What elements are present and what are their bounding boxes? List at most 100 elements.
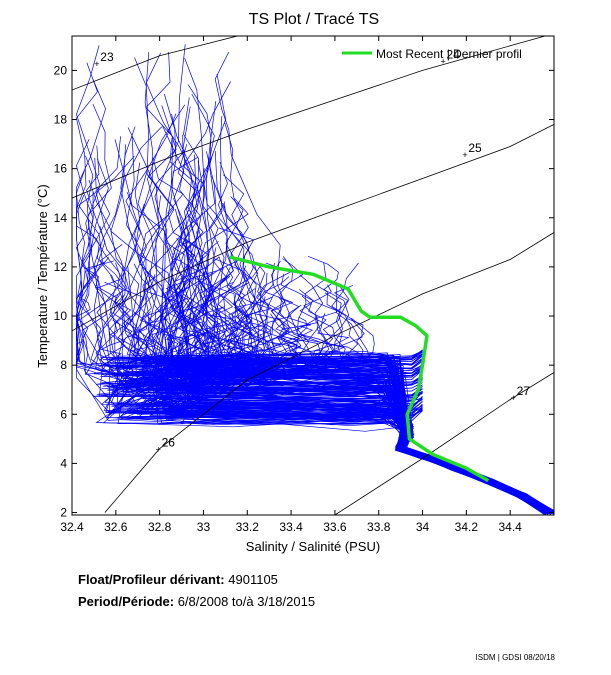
y-tick-label: 4 — [60, 456, 67, 470]
profile-line — [144, 260, 553, 513]
contour-label: 25 — [468, 141, 482, 155]
density-contours: +23 +24+ 25+ 26+ 27 — [72, 36, 554, 515]
y-tick-label: 16 — [54, 162, 68, 176]
period-label: Period/Période: — [78, 594, 175, 609]
profile-line — [117, 401, 423, 412]
profile-line — [103, 104, 548, 513]
profile-line — [148, 374, 423, 386]
profile-line — [95, 136, 550, 513]
float-label: Float/Profileur dérivant: — [78, 572, 225, 587]
x-tick-label: 32.6 — [104, 520, 128, 534]
profile-line — [133, 97, 549, 513]
y-tick-label: 20 — [54, 63, 68, 77]
profile-line — [129, 240, 551, 513]
chart-title: TS Plot / Tracé TS — [249, 11, 379, 28]
profile-line — [76, 145, 547, 513]
legend: Most Recent | Dernier profil — [342, 47, 522, 61]
contour-label: 23 — [100, 50, 114, 64]
most-recent-profile-line — [229, 255, 490, 483]
profile-line — [156, 403, 423, 416]
profile-line — [112, 153, 554, 512]
x-tick-label: 34.2 — [455, 520, 479, 534]
y-tick-label: 14 — [54, 211, 68, 225]
profile-line — [114, 168, 546, 514]
contour-label-mark: + — [156, 445, 161, 455]
contour-label-mark: + — [511, 393, 516, 403]
x-axis-label: Salinity / Salinité (PSU) — [246, 539, 380, 554]
profile-line — [157, 380, 423, 391]
profile-line — [100, 349, 423, 359]
y-tick-label: 2 — [60, 506, 67, 520]
profile-line — [160, 368, 423, 379]
profile-line — [162, 364, 423, 374]
contour-label-mark: + — [440, 57, 445, 67]
profile-line — [114, 238, 551, 514]
profile-line — [179, 57, 551, 513]
float-info: Float/Profileur dérivant: 4901105 — [78, 572, 278, 587]
profile-line — [114, 139, 547, 513]
profile-line — [135, 350, 423, 363]
profile-line — [167, 410, 423, 424]
historical-profiles — [75, 44, 554, 515]
profile-line — [157, 360, 423, 370]
x-tick-label: 34.4 — [499, 520, 523, 534]
profile-line — [170, 369, 423, 380]
profile-line — [102, 126, 549, 513]
x-tick-label: 33.4 — [279, 520, 303, 534]
profile-line — [138, 382, 423, 392]
period-value: 6/8/2008 to/à 3/18/2015 — [177, 594, 316, 609]
profile-line — [124, 367, 423, 378]
profile-line — [131, 408, 423, 418]
profile-line — [96, 127, 546, 515]
y-tick-label: 8 — [60, 358, 67, 372]
profile-line — [179, 375, 423, 385]
contour-label-mark: + — [94, 59, 99, 69]
x-tick-label: 33 — [197, 520, 211, 534]
profile-line — [105, 404, 423, 414]
contour-label-mark: + — [462, 150, 467, 160]
x-tick-label: 33.6 — [323, 520, 347, 534]
most-recent-layer — [229, 255, 490, 483]
x-tick-label: 33.8 — [367, 520, 391, 534]
x-tick-label: 33.2 — [236, 520, 260, 534]
profile-line — [173, 353, 423, 365]
profile-line — [124, 135, 554, 515]
footer-credit: ISDM | GDSI 08/20/18 — [475, 653, 555, 662]
profile-line — [154, 44, 547, 513]
period-info: Period/Période: 6/8/2008 to/à 3/18/2015 — [78, 594, 315, 609]
profile-line — [124, 405, 423, 417]
profile-line — [169, 358, 423, 369]
contour-label: 27 — [517, 384, 531, 398]
profile-line — [171, 151, 545, 515]
density-contour-line — [104, 232, 554, 513]
profile-line — [102, 319, 546, 515]
float-value: 4901105 — [228, 572, 278, 587]
profile-line — [139, 105, 549, 514]
profile-line — [134, 57, 554, 512]
contour-label: 24 — [446, 48, 460, 62]
profile-line — [110, 126, 554, 513]
y-tick-label: 6 — [60, 407, 67, 421]
y-tick-label: 10 — [54, 309, 68, 323]
x-tick-label: 32.8 — [148, 520, 172, 534]
profile-line — [141, 395, 423, 408]
profile-line — [158, 377, 423, 386]
profile-line — [152, 378, 423, 390]
y-tick-label: 12 — [54, 260, 68, 274]
contour-label: 26 — [162, 436, 176, 450]
density-contour-line — [72, 36, 240, 91]
plot-frame — [71, 35, 555, 516]
y-axis-label: Temperature / Température (°C) — [35, 184, 50, 367]
y-tick-label: 18 — [54, 113, 68, 127]
legend-label: Most Recent | Dernier profil — [376, 47, 522, 61]
density-contour-line — [334, 372, 554, 515]
x-tick-label: 34 — [416, 520, 430, 534]
profile-line — [76, 62, 549, 514]
profile-line — [148, 114, 545, 513]
density-contour-line — [72, 36, 547, 199]
density-contour-line — [72, 124, 554, 332]
axes: 32.4 32.6 32.8 33 33.2 33.4 33.6 33.8 34 34.2 34.4… — [54, 36, 554, 534]
profile-line — [145, 51, 554, 514]
x-tick-label: 32.4 — [60, 520, 84, 534]
